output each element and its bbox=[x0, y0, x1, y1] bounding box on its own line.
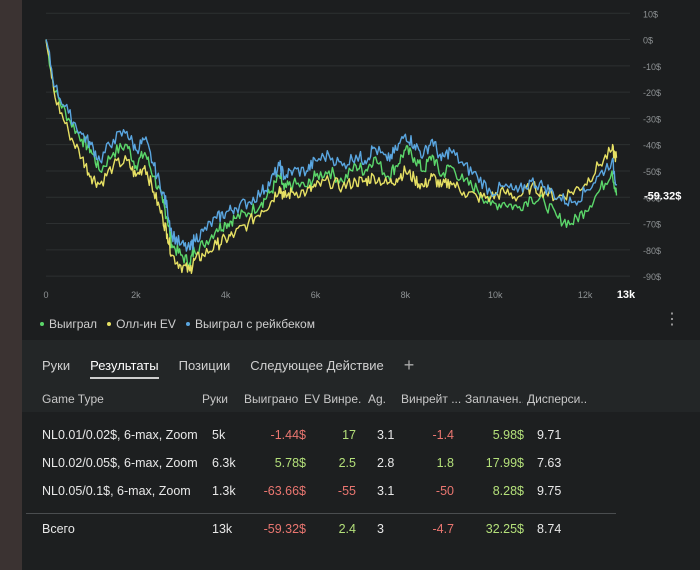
cell-paid: 8.28$ bbox=[492, 484, 524, 498]
col-ag[interactable]: Аg. bbox=[368, 392, 387, 406]
x-tick-label: 0 bbox=[43, 290, 48, 300]
x-tick-label: 6k bbox=[311, 290, 321, 300]
y-tick-label: -50$ bbox=[643, 167, 661, 177]
add-tab-icon[interactable]: + bbox=[403, 355, 415, 375]
legend-item-won[interactable]: Выиграл bbox=[40, 317, 97, 331]
tab-positions[interactable]: Позиции bbox=[178, 358, 231, 373]
total-divider bbox=[26, 513, 616, 514]
table-row[interactable]: NL0.02/0.05$, 6-max, Zoom 6.3k 5.78$ 2.5… bbox=[22, 452, 700, 480]
y-tick-label: -30$ bbox=[643, 114, 661, 124]
cell-ev: 2.4 bbox=[338, 522, 356, 536]
legend-item-allin-ev[interactable]: Олл-ин EV bbox=[107, 317, 176, 331]
col-winrate[interactable]: Винрейт ... bbox=[401, 392, 461, 406]
y-tick-label: -80$ bbox=[643, 246, 661, 256]
cell-ev: -55 bbox=[337, 484, 356, 498]
legend-dot-allin-ev bbox=[107, 322, 112, 326]
y-tick-label: 0$ bbox=[643, 36, 653, 46]
col-game-type[interactable]: Game Type bbox=[42, 392, 104, 406]
cell-hands: 5k bbox=[212, 428, 226, 442]
stats-panel: Руки Результаты Позиции Следующее Действ… bbox=[22, 340, 700, 570]
y-tick-label: -90$ bbox=[643, 272, 661, 282]
cell-won: -1.44$ bbox=[270, 428, 306, 442]
cell-ag: 3 bbox=[377, 522, 384, 536]
legend-dot-rakeback bbox=[185, 322, 190, 326]
cell-won: 5.78$ bbox=[274, 456, 306, 470]
cell-winrate: -4.7 bbox=[432, 522, 454, 536]
y-tick-label: -20$ bbox=[643, 88, 661, 98]
cell-winrate: -50 bbox=[435, 484, 454, 498]
cell-ag: 2.8 bbox=[377, 456, 395, 470]
cell-won: -59.32$ bbox=[263, 522, 306, 536]
cell-game-type: NL0.02/0.05$, 6-max, Zoom bbox=[42, 456, 198, 470]
x-tick-label: 2k bbox=[131, 290, 141, 300]
col-hands[interactable]: Руки bbox=[202, 392, 228, 406]
cell-ag: 3.1 bbox=[377, 484, 395, 498]
tab-next-action[interactable]: Следующее Действие bbox=[250, 358, 384, 373]
y-tick-label: -70$ bbox=[643, 220, 661, 230]
cell-paid: 5.98$ bbox=[492, 428, 524, 442]
y-tick-label: -60$ bbox=[643, 193, 661, 203]
x-tick-label: 13k bbox=[617, 289, 636, 300]
legend-item-rakeback[interactable]: Выиграл с рейкбеком bbox=[185, 317, 315, 331]
tab-bar: Руки Результаты Позиции Следующее Действ… bbox=[42, 355, 434, 379]
legend-dot-won bbox=[40, 322, 44, 326]
cell-game-type: Всего bbox=[42, 522, 75, 536]
cell-ev: 2.5 bbox=[338, 456, 356, 470]
x-tick-label: 12k bbox=[578, 290, 593, 300]
legend-label: Выиграл bbox=[49, 317, 98, 331]
cell-game-type: NL0.01/0.02$, 6-max, Zoom bbox=[42, 428, 198, 442]
cell-paid: 17.99$ bbox=[485, 456, 524, 470]
table-row[interactable]: NL0.05/0.1$, 6-max, Zoom 1.3k -63.66$ -5… bbox=[22, 480, 700, 508]
chart-panel: 10$ 0$ -10$ -20$ -30$ -40$ -50$ -60$ -70$ -80$ -90… bbox=[22, 0, 700, 340]
current-value-label: -59.32$ bbox=[644, 190, 681, 202]
cell-won: -63.66$ bbox=[263, 484, 306, 498]
col-ev-winrate[interactable]: EV Винре... bbox=[304, 392, 362, 406]
cell-variance: 8.74 bbox=[537, 522, 562, 536]
col-variance[interactable]: Дисперси... bbox=[527, 392, 587, 406]
series-line bbox=[45, 39, 618, 252]
table-row[interactable]: NL0.01/0.02$, 6-max, Zoom 5k -1.44$ 17 3… bbox=[22, 424, 700, 452]
series-line bbox=[45, 39, 618, 274]
tab-hands[interactable]: Руки bbox=[42, 358, 71, 373]
window-edge bbox=[0, 0, 22, 570]
series-line bbox=[45, 39, 618, 269]
cell-game-type: NL0.05/0.1$, 6-max, Zoom bbox=[42, 484, 191, 498]
cell-variance: 7.63 bbox=[537, 456, 562, 470]
cell-hands: 6.3k bbox=[212, 456, 236, 470]
table-header: Game Type Руки Выиграно EV Винре... Аg. … bbox=[22, 380, 700, 412]
x-tick-label: 4k bbox=[221, 290, 231, 300]
tab-results[interactable]: Результаты bbox=[90, 358, 159, 379]
cell-winrate: 1.8 bbox=[436, 456, 454, 470]
legend-label: Выиграл с рейкбеком bbox=[194, 317, 315, 331]
cell-hands: 13k bbox=[212, 522, 233, 536]
chart-legend: Выиграл Олл-ин EV Выиграл с рейкбеком bbox=[40, 317, 315, 331]
col-paid[interactable]: Заплачен... bbox=[465, 392, 523, 406]
cell-hands: 1.3k bbox=[212, 484, 236, 498]
col-won[interactable]: Выиграно bbox=[244, 392, 299, 406]
x-tick-label: 10k bbox=[488, 290, 503, 300]
cell-ev: 17 bbox=[342, 428, 356, 442]
y-tick-label: -40$ bbox=[643, 141, 661, 151]
y-tick-label: 10$ bbox=[643, 9, 658, 19]
more-options-icon[interactable]: ⋮ bbox=[664, 311, 680, 328]
table-total-row[interactable]: Всего 13k -59.32$ 2.4 3 -4.7 32.25$ 8.74 bbox=[22, 518, 700, 546]
cell-variance: 9.75 bbox=[537, 484, 562, 498]
cell-ag: 3.1 bbox=[377, 428, 395, 442]
table-body: NL0.01/0.02$, 6-max, Zoom 5k -1.44$ 17 3… bbox=[22, 412, 700, 570]
cell-paid: 32.25$ bbox=[485, 522, 524, 536]
winnings-chart: 10$ 0$ -10$ -20$ -30$ -40$ -50$ -60$ -70$ -80$ -90… bbox=[43, 9, 681, 300]
cell-winrate: -1.4 bbox=[432, 428, 454, 442]
cell-variance: 9.71 bbox=[537, 428, 562, 442]
legend-label: Олл-ин EV bbox=[116, 317, 176, 331]
y-tick-label: -10$ bbox=[643, 62, 661, 72]
x-tick-label: 8k bbox=[401, 290, 411, 300]
